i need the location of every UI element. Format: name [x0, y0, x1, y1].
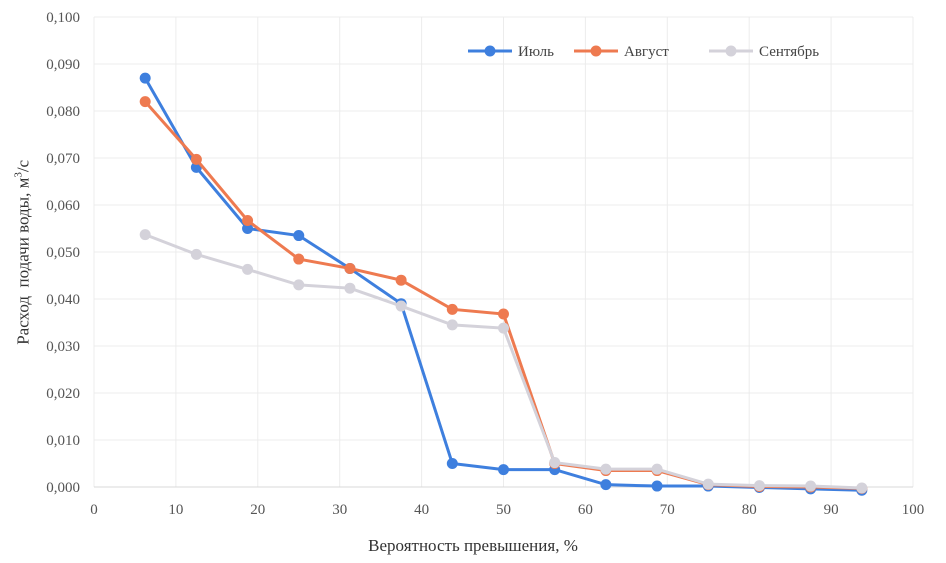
- y-tick-label: 0,030: [46, 339, 80, 355]
- y-tick-label: 0,020: [46, 386, 80, 402]
- data-point: [446, 458, 458, 469]
- legend-label: Август: [624, 44, 669, 60]
- y-tick-label: 0,060: [46, 198, 80, 214]
- y-tick-label: 0,090: [46, 57, 80, 73]
- data-point: [190, 153, 202, 165]
- x-tick-label: 100: [902, 502, 925, 518]
- data-point: [242, 263, 254, 275]
- data-point: [242, 223, 254, 234]
- x-tick-label: 40: [414, 502, 429, 518]
- y-tick-label: 0,000: [46, 480, 80, 496]
- y-tick-label: 0,100: [46, 10, 80, 26]
- data-point: [600, 463, 612, 475]
- y-axis-label: Расход подачи воды, м3/с: [12, 159, 33, 345]
- data-point: [139, 96, 151, 108]
- data-point: [498, 322, 509, 334]
- x-tick-label: 50: [496, 502, 511, 518]
- data-point: [600, 479, 612, 491]
- data-point: [549, 457, 561, 469]
- data-point: [293, 279, 305, 291]
- data-point: [446, 319, 458, 331]
- data-point: [344, 282, 356, 294]
- data-point: [344, 262, 356, 274]
- data-point: [139, 229, 151, 241]
- y-tick-label: 0,070: [46, 151, 80, 167]
- x-tick-label: 90: [824, 502, 839, 518]
- data-point: [139, 72, 151, 84]
- data-point: [805, 480, 817, 492]
- x-tick-label: 10: [168, 502, 183, 518]
- x-tick-label: 80: [742, 502, 757, 518]
- legend-marker: [484, 45, 496, 57]
- legend-label: Июль: [518, 44, 554, 60]
- legend-label: Сентябрь: [759, 44, 819, 60]
- data-point: [702, 478, 714, 490]
- data-point: [856, 482, 868, 494]
- legend-marker: [590, 45, 602, 57]
- data-point: [651, 480, 663, 492]
- data-point: [242, 215, 254, 227]
- y-tick-label: 0,010: [46, 433, 80, 449]
- x-tick-label: 60: [578, 502, 593, 518]
- x-tick-label: 30: [332, 502, 347, 518]
- y-tick-label: 0,050: [46, 245, 80, 261]
- data-point: [753, 480, 765, 492]
- y-tick-label: 0,040: [46, 292, 80, 308]
- data-point: [651, 463, 663, 475]
- data-point: [293, 230, 305, 242]
- data-point: [446, 303, 458, 315]
- data-point: [395, 274, 407, 286]
- data-point: [498, 464, 509, 476]
- x-tick-label: 70: [660, 502, 675, 518]
- data-point: [190, 248, 202, 260]
- y-tick-label: 0,080: [46, 104, 80, 120]
- data-point: [395, 300, 407, 312]
- x-tick-label: 0: [90, 502, 98, 518]
- data-point: [498, 308, 509, 320]
- legend-marker: [725, 45, 737, 57]
- x-axis-label: Вероятность превышения, %: [368, 536, 578, 555]
- data-point: [293, 253, 305, 265]
- x-tick-label: 20: [250, 502, 265, 518]
